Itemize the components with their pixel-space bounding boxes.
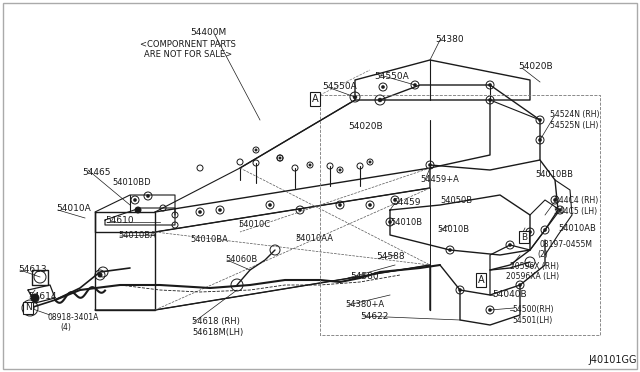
Text: 54618M(LH): 54618M(LH) <box>192 328 243 337</box>
Circle shape <box>538 118 541 122</box>
Text: 20596X (RH): 20596X (RH) <box>510 262 559 271</box>
Text: ARE NOT FOR SALE>: ARE NOT FOR SALE> <box>144 50 232 59</box>
Text: 54400M: 54400M <box>190 28 226 37</box>
Text: A: A <box>477 275 484 285</box>
Circle shape <box>449 248 452 251</box>
Text: (4): (4) <box>60 323 71 332</box>
Text: 54050B: 54050B <box>440 196 472 205</box>
Text: 54618 (RH): 54618 (RH) <box>192 317 240 326</box>
Circle shape <box>31 294 39 302</box>
Circle shape <box>339 203 342 206</box>
Circle shape <box>543 228 547 232</box>
Circle shape <box>428 163 431 167</box>
Text: 08918-3401A: 08918-3401A <box>48 313 99 322</box>
Circle shape <box>198 211 202 214</box>
Circle shape <box>298 208 301 212</box>
Text: 544C5 (LH): 544C5 (LH) <box>554 207 597 216</box>
Circle shape <box>558 208 562 212</box>
Text: 54010B: 54010B <box>437 225 469 234</box>
Circle shape <box>369 161 371 163</box>
Text: 54610: 54610 <box>105 216 134 225</box>
Text: J40101GG: J40101GG <box>588 355 637 365</box>
Circle shape <box>554 198 557 202</box>
Circle shape <box>529 230 532 234</box>
Text: 08197-0455M: 08197-0455M <box>540 240 593 249</box>
Text: 54010C: 54010C <box>238 220 270 229</box>
Circle shape <box>133 198 136 202</box>
Text: 54010A: 54010A <box>56 204 91 213</box>
Circle shape <box>508 243 511 247</box>
Circle shape <box>518 283 522 286</box>
Circle shape <box>255 149 257 151</box>
Text: 54010AA: 54010AA <box>295 234 333 243</box>
Text: 54525N (LH): 54525N (LH) <box>550 121 598 130</box>
Circle shape <box>147 195 150 198</box>
Circle shape <box>135 207 141 213</box>
Text: B: B <box>521 232 527 241</box>
Text: 54613: 54613 <box>18 265 47 274</box>
Circle shape <box>458 288 461 292</box>
Text: 54010BD: 54010BD <box>112 178 150 187</box>
Text: 54040B: 54040B <box>492 290 527 299</box>
Circle shape <box>353 95 357 99</box>
Text: 54010AB: 54010AB <box>558 224 596 233</box>
Text: 54020B: 54020B <box>518 62 552 71</box>
Text: 54550A: 54550A <box>322 82 356 91</box>
Text: 54500(RH): 54500(RH) <box>512 305 554 314</box>
Circle shape <box>488 308 492 312</box>
Circle shape <box>538 138 541 142</box>
Circle shape <box>309 164 311 166</box>
Circle shape <box>279 157 281 159</box>
Text: 54380+A: 54380+A <box>345 300 384 309</box>
Circle shape <box>488 99 492 102</box>
Text: 54550A: 54550A <box>374 72 409 81</box>
Circle shape <box>413 83 417 87</box>
Text: 54010B: 54010B <box>390 218 422 227</box>
Text: 54020B: 54020B <box>348 122 383 131</box>
Text: 54465: 54465 <box>82 168 111 177</box>
Text: 54622: 54622 <box>360 312 388 321</box>
Text: (2): (2) <box>537 250 548 259</box>
Text: N: N <box>24 304 31 312</box>
Text: 54010BA: 54010BA <box>118 231 156 240</box>
Circle shape <box>268 203 271 206</box>
Circle shape <box>381 86 385 89</box>
Text: 20596XA (LH): 20596XA (LH) <box>506 272 559 281</box>
Circle shape <box>26 304 34 312</box>
Circle shape <box>369 203 372 206</box>
Text: <COMPORNENT PARTS: <COMPORNENT PARTS <box>140 40 236 49</box>
Text: 54010BB: 54010BB <box>535 170 573 179</box>
Text: 54060B: 54060B <box>225 255 257 264</box>
Text: 54501(LH): 54501(LH) <box>512 316 552 325</box>
Circle shape <box>378 98 382 102</box>
Text: 54524N (RH): 54524N (RH) <box>550 110 600 119</box>
Text: 54580: 54580 <box>350 272 379 281</box>
Text: A: A <box>312 94 318 104</box>
Circle shape <box>339 169 341 171</box>
Text: 54380: 54380 <box>435 35 463 44</box>
Circle shape <box>98 273 102 277</box>
Circle shape <box>488 83 492 87</box>
Text: 544C4 (RH): 544C4 (RH) <box>554 196 598 205</box>
Circle shape <box>388 220 392 224</box>
Text: 54459: 54459 <box>392 198 420 207</box>
Circle shape <box>394 198 397 202</box>
Circle shape <box>218 208 221 212</box>
Text: 54459+A: 54459+A <box>420 175 459 184</box>
Text: 54010BA: 54010BA <box>190 235 228 244</box>
Text: 54588: 54588 <box>376 252 404 261</box>
Text: 54614: 54614 <box>28 292 56 301</box>
